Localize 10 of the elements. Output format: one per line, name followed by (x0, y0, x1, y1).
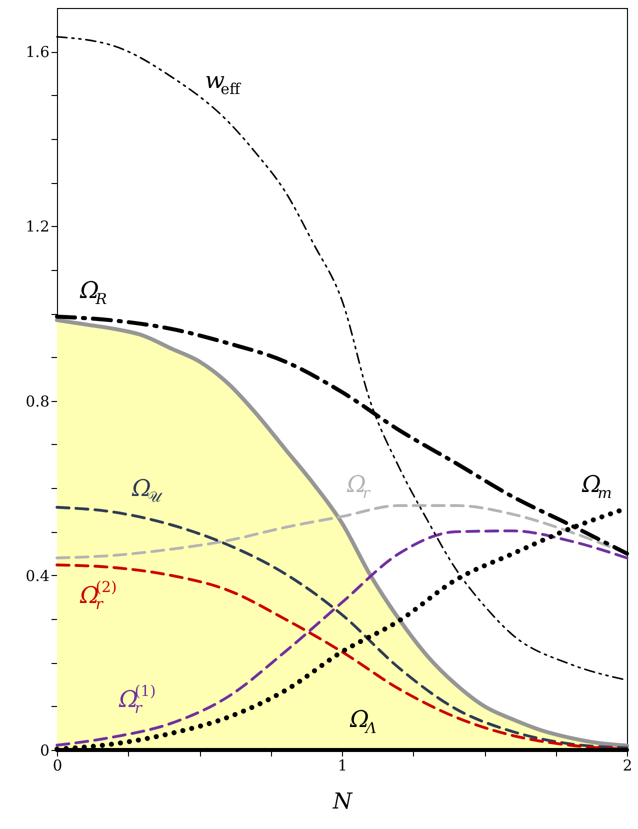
x-tick-label: 1 (338, 756, 348, 774)
y-tick-label: 0.4 (26, 566, 50, 585)
y-tick-label: 0 (40, 742, 50, 760)
x-tick-label: 2 (622, 756, 632, 774)
y-tick-label: 1.6 (26, 43, 50, 62)
x-axis-title: N (332, 790, 353, 814)
line-series (56, 564, 628, 751)
y-tick-label: 0.8 (26, 392, 50, 410)
x-tick-label: 0 (52, 756, 62, 774)
y-tick-label: 1.2 (26, 218, 50, 236)
